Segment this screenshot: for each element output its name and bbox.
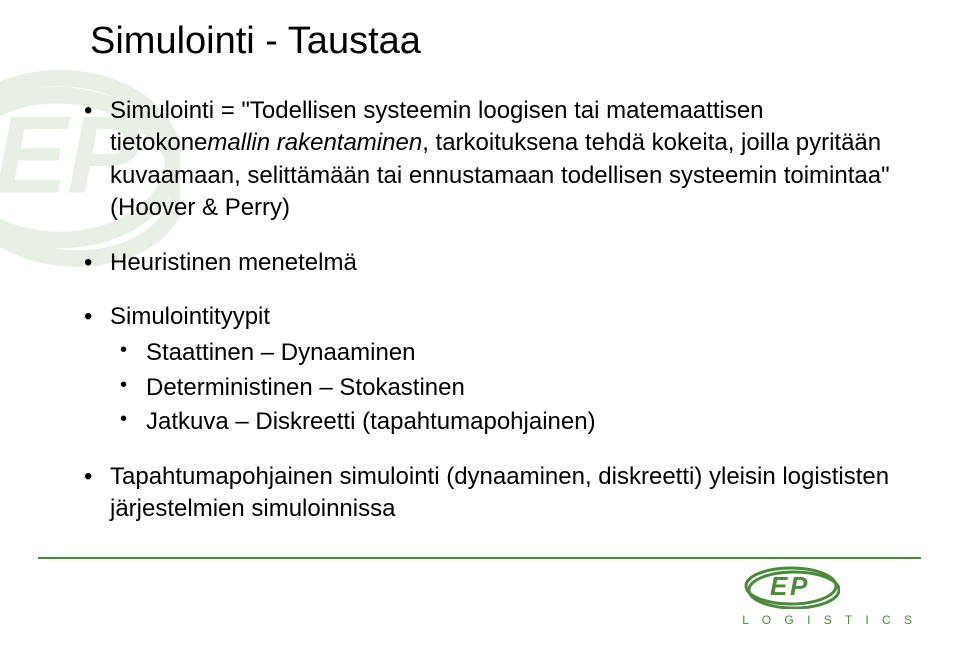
sub-bullet-1: Staattinen – Dynaaminen bbox=[146, 337, 899, 369]
bullet-4: Tapahtumapohjainen simulointi (dynaamine… bbox=[110, 461, 899, 526]
footer-logo: E P L O G I S T I C S bbox=[742, 565, 917, 627]
logo-text: L O G I S T I C S bbox=[742, 613, 917, 627]
sub-bullet-3: Jatkuva – Diskreetti (tapahtumapohjainen… bbox=[146, 406, 899, 438]
slide-content: Simulointi - Taustaa Simulointi = "Todel… bbox=[0, 0, 959, 525]
slide-title: Simulointi - Taustaa bbox=[90, 20, 899, 63]
bullet-list: Simulointi = "Todellisen systeemin loogi… bbox=[110, 95, 899, 525]
bullet-1-italic: mallin rakentaminen bbox=[207, 129, 422, 156]
sub-bullet-list: Staattinen – Dynaaminen Deterministinen … bbox=[146, 337, 899, 438]
sub-bullet-2: Deterministinen – Stokastinen bbox=[146, 372, 899, 404]
bullet-2: Heuristinen menetelmä bbox=[110, 247, 899, 279]
bullet-3: Simulointityypit Staattinen – Dynaaminen… bbox=[110, 301, 899, 439]
bullet-1: Simulointi = "Todellisen systeemin loogi… bbox=[110, 95, 899, 225]
svg-text:P: P bbox=[790, 571, 808, 601]
footer-divider bbox=[38, 557, 921, 559]
bullet-3-label: Simulointityypit bbox=[110, 303, 270, 330]
logo-icon: E P bbox=[742, 565, 840, 609]
svg-text:E: E bbox=[770, 571, 788, 601]
